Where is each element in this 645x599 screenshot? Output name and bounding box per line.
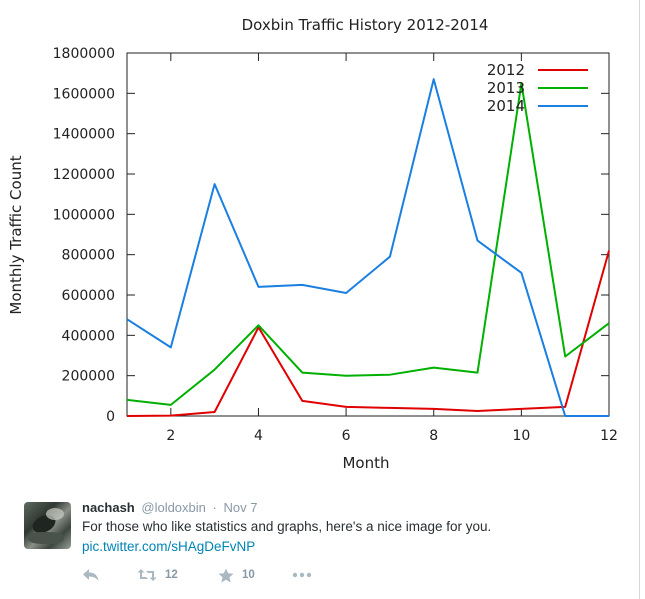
retweet-count: 12	[165, 569, 178, 581]
more-icon	[292, 572, 312, 578]
x-axis: 2 4 6 8 10 12	[166, 53, 618, 444]
x-tick-label: 12	[600, 428, 618, 444]
legend-label-2013: 2013	[487, 79, 525, 97]
favorite-count: 10	[242, 569, 255, 581]
retweet-button[interactable]: 12	[137, 566, 178, 584]
legend-label-2014: 2014	[487, 97, 525, 115]
x-tick-label: 4	[254, 428, 263, 444]
chart-title: Doxbin Traffic History 2012-2014	[242, 16, 489, 34]
user-name[interactable]: nachash	[82, 500, 135, 515]
reply-icon	[82, 568, 100, 582]
x-tick-label: 6	[342, 428, 351, 444]
x-tick-label: 8	[429, 428, 438, 444]
y-tick-label: 200000	[62, 369, 115, 385]
series-line-2013	[126, 82, 610, 406]
star-icon	[218, 568, 234, 583]
tweet-text: For those who like statistics and graphs…	[82, 519, 492, 534]
user-handle[interactable]: @loldoxbin	[141, 500, 206, 515]
y-tick-label: 400000	[62, 328, 115, 344]
x-tick-label: 10	[512, 428, 530, 444]
y-axis: 0 200000 400000 600000 800000 1000000 1200000 1…	[53, 46, 609, 425]
tweet-media-link[interactable]: pic.twitter.com/sHAgDeFvNP	[82, 539, 256, 554]
plot-frame	[126, 52, 610, 417]
y-tick-label: 1600000	[53, 86, 115, 102]
series-line-2014	[126, 78, 609, 417]
favorite-button[interactable]: 10	[218, 566, 255, 584]
tweet: nachash @loldoxbin · Nov 7 For those who…	[0, 482, 638, 599]
x-axis-label: Month	[342, 454, 389, 472]
series-line-2012	[126, 250, 610, 417]
legend-label-2012: 2012	[487, 61, 525, 79]
avatar[interactable]	[24, 502, 71, 549]
chart-image: Doxbin Traffic History 2012-2014 0 200000…	[7, 16, 618, 472]
panel-border	[639, 0, 640, 599]
reply-button[interactable]	[82, 566, 100, 584]
y-tick-label: 1200000	[53, 167, 115, 183]
tweet-header: nachash @loldoxbin · Nov 7	[82, 500, 257, 515]
y-tick-label: 1000000	[53, 207, 115, 223]
y-tick-label: 600000	[62, 288, 115, 304]
y-tick-label: 800000	[62, 248, 115, 264]
y-tick-label: 1400000	[53, 127, 115, 143]
y-tick-label: 0	[106, 409, 115, 425]
more-button[interactable]	[292, 566, 312, 584]
separator-dot: ·	[212, 500, 217, 515]
tweet-timestamp[interactable]: Nov 7	[223, 500, 258, 515]
series-lines	[126, 78, 610, 417]
line-chart: Doxbin Traffic History 2012-2014 0 200000…	[7, 16, 618, 472]
y-tick-label: 1800000	[53, 46, 115, 62]
x-tick-label: 2	[166, 428, 175, 444]
y-axis-label: Monthly Traffic Count	[7, 155, 25, 314]
retweet-icon	[137, 568, 157, 582]
